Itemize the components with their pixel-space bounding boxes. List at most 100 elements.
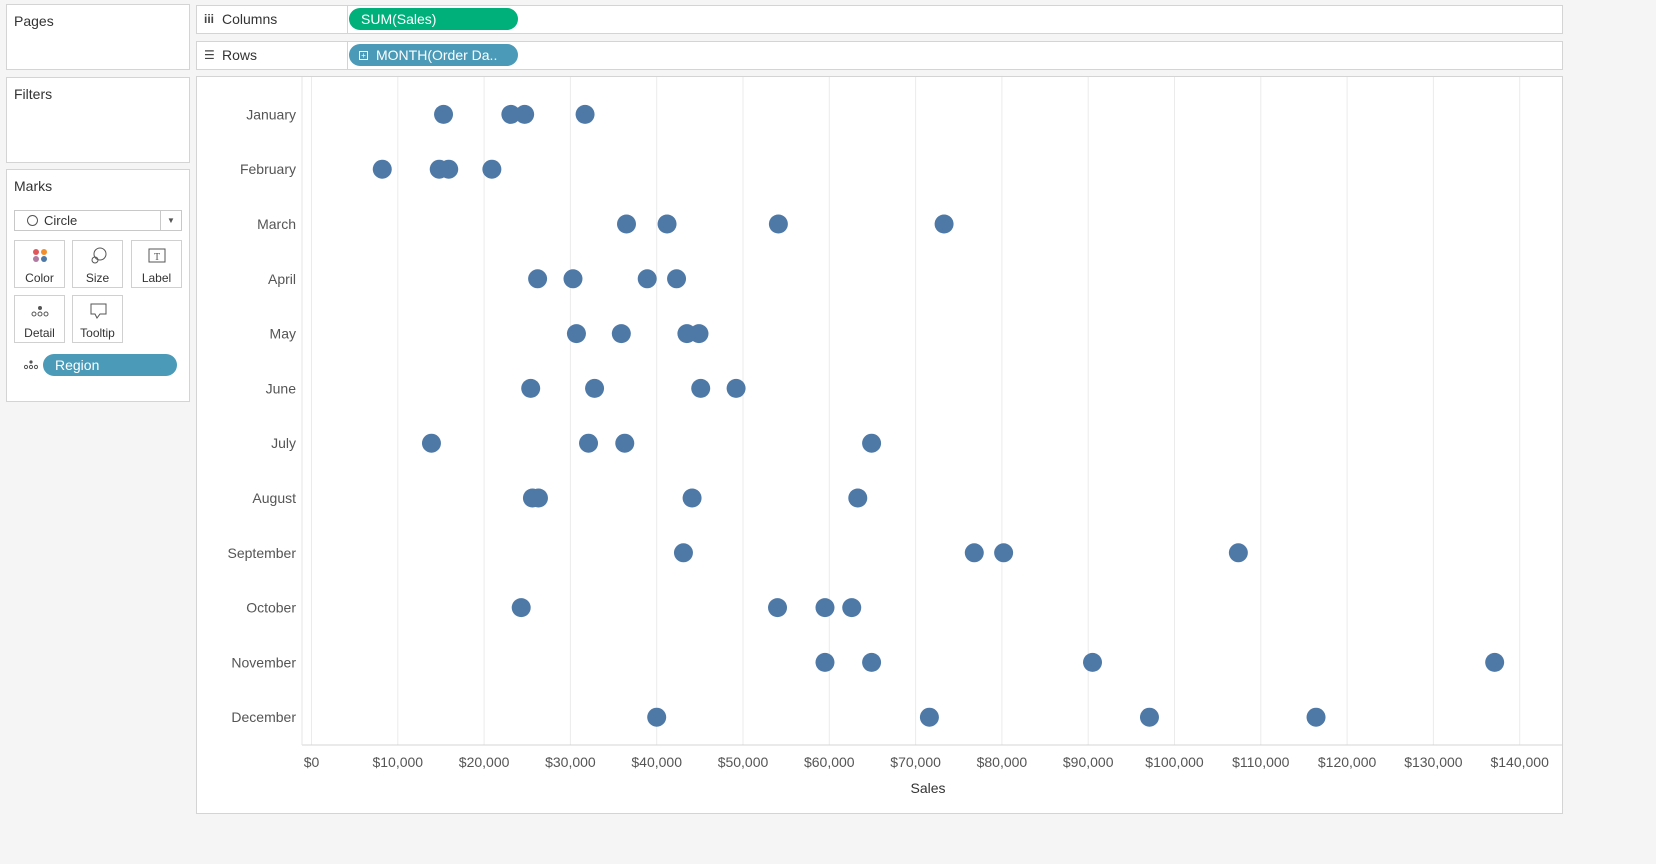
mark-type-dropdown[interactable]: Circle ▼: [14, 210, 182, 231]
x-tick-label: $110,000: [1232, 754, 1290, 770]
columns-icon: iii: [204, 12, 215, 26]
columns-label: Columns: [222, 11, 278, 27]
x-tick-label: $100,000: [1145, 754, 1204, 770]
color-button[interactable]: Color: [14, 240, 65, 288]
x-tick-label: $60,000: [804, 754, 855, 770]
data-point[interactable]: [1083, 652, 1103, 672]
data-point[interactable]: [848, 488, 868, 508]
data-point[interactable]: [421, 433, 441, 453]
scatter-chart[interactable]: $0 $10,000 $20,000 $30,000 $40,000 $50,000 $60…: [197, 77, 1562, 813]
x-axis-title: Sales: [910, 780, 945, 796]
x-tick-label: $20,000: [459, 754, 510, 770]
mark-type-label: Circle: [44, 213, 78, 228]
data-point[interactable]: [1306, 707, 1326, 727]
data-point[interactable]: [615, 433, 635, 453]
detail-icon: [24, 360, 38, 370]
x-tick-label: $70,000: [890, 754, 941, 770]
row-label-june: June: [266, 380, 297, 396]
data-point[interactable]: [657, 214, 677, 234]
label-icon: T: [148, 248, 166, 263]
data-point[interactable]: [815, 598, 835, 618]
data-point[interactable]: [611, 324, 631, 344]
data-point[interactable]: [667, 269, 687, 289]
data-point[interactable]: [575, 104, 595, 124]
pages-card[interactable]: Pages: [6, 4, 190, 70]
tooltip-button[interactable]: Tooltip: [72, 295, 123, 343]
x-tick-label: $0: [304, 754, 320, 770]
data-point[interactable]: [566, 324, 586, 344]
size-icon: [91, 247, 107, 264]
x-tick-label: $30,000: [545, 754, 596, 770]
data-point[interactable]: [691, 378, 711, 398]
month-order-date-pill[interactable]: + MONTH(Order Da..: [349, 44, 518, 66]
data-point[interactable]: [372, 159, 392, 179]
columns-shelf[interactable]: iii Columns SUM(Sales): [196, 5, 1563, 34]
data-point[interactable]: [689, 324, 709, 344]
data-point[interactable]: [637, 269, 657, 289]
label-label: Label: [141, 271, 172, 285]
row-label-april: April: [268, 271, 296, 287]
data-point[interactable]: [862, 433, 882, 453]
row-label-march: March: [257, 216, 296, 232]
data-point[interactable]: [434, 104, 454, 124]
detail-button[interactable]: Detail: [14, 295, 65, 343]
data-point[interactable]: [726, 378, 746, 398]
data-point[interactable]: [815, 652, 835, 672]
sum-sales-pill[interactable]: SUM(Sales): [349, 8, 518, 30]
size-button[interactable]: Size: [72, 240, 123, 288]
row-label-january: January: [246, 106, 296, 122]
data-point[interactable]: [585, 378, 605, 398]
x-tick-label: $140,000: [1490, 754, 1549, 770]
data-point[interactable]: [768, 214, 788, 234]
data-point[interactable]: [964, 543, 984, 563]
data-point[interactable]: [647, 707, 667, 727]
data-point[interactable]: [1228, 543, 1248, 563]
data-point[interactable]: [1485, 652, 1505, 672]
color-label: Color: [25, 271, 54, 285]
data-point[interactable]: [842, 598, 862, 618]
data-point[interactable]: [439, 159, 459, 179]
region-detail-pill[interactable]: Region: [43, 354, 177, 376]
label-button[interactable]: T Label: [131, 240, 182, 288]
x-tick-label: $120,000: [1318, 754, 1377, 770]
data-point[interactable]: [862, 652, 882, 672]
data-point[interactable]: [1139, 707, 1159, 727]
row-label-september: September: [228, 545, 297, 561]
x-tick-label: $130,000: [1404, 754, 1463, 770]
x-tick-label: $50,000: [718, 754, 769, 770]
viz-area[interactable]: $0 $10,000 $20,000 $30,000 $40,000 $50,000 $60…: [196, 76, 1563, 814]
detail-icon: [31, 306, 49, 317]
data-point[interactable]: [528, 488, 548, 508]
data-point[interactable]: [673, 543, 693, 563]
x-tick-label: $80,000: [977, 754, 1028, 770]
data-point[interactable]: [501, 104, 521, 124]
circle-mark-icon: [27, 215, 38, 226]
data-point[interactable]: [515, 104, 535, 124]
svg-text:T: T: [154, 252, 160, 263]
data-point[interactable]: [934, 214, 954, 234]
data-point[interactable]: [511, 598, 531, 618]
row-label-july: July: [271, 435, 296, 451]
data-point[interactable]: [482, 159, 502, 179]
data-point[interactable]: [919, 707, 939, 727]
columns-shelf-label: iii Columns: [197, 6, 348, 33]
data-point[interactable]: [994, 543, 1014, 563]
pages-title: Pages: [14, 13, 54, 29]
data-point[interactable]: [682, 488, 702, 508]
row-label-may: May: [270, 326, 296, 342]
data-point[interactable]: [768, 598, 788, 618]
row-label-february: February: [240, 161, 296, 177]
rows-shelf[interactable]: ☰ Rows + MONTH(Order Da..: [196, 41, 1563, 70]
row-label-august: August: [252, 490, 296, 506]
data-point[interactable]: [579, 433, 599, 453]
data-point[interactable]: [563, 269, 583, 289]
filters-card[interactable]: Filters: [6, 77, 190, 163]
detail-label: Detail: [24, 326, 55, 340]
data-point[interactable]: [616, 214, 636, 234]
expand-icon[interactable]: +: [359, 50, 368, 60]
chevron-down-icon[interactable]: ▼: [160, 211, 181, 230]
color-icon: [33, 249, 47, 262]
data-point[interactable]: [528, 269, 548, 289]
data-point[interactable]: [521, 378, 541, 398]
x-tick-label: $90,000: [1063, 754, 1114, 770]
